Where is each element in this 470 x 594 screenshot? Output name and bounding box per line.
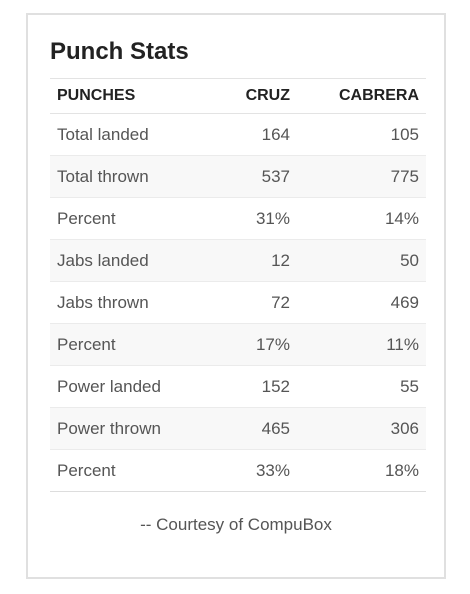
row-label: Percent (50, 449, 210, 492)
row-label: Jabs landed (50, 239, 210, 282)
cruz-value: 465 (210, 407, 297, 450)
row-label: Power thrown (50, 407, 210, 450)
punch-stats-table: PUNCHES CRUZ CABRERA Total landed 164 10… (50, 78, 426, 492)
cruz-value: 152 (210, 365, 297, 408)
table-row: Jabs landed 12 50 (50, 239, 426, 282)
source-credit: -- Courtesy of CompuBox (140, 515, 332, 534)
table-row: Percent 33% 18% (50, 449, 426, 492)
cabrera-value: 55 (297, 365, 426, 408)
cruz-value: 17% (210, 323, 297, 366)
cabrera-value: 50 (297, 239, 426, 282)
row-label: Percent (50, 197, 210, 240)
cabrera-value: 11% (297, 323, 426, 366)
row-label: Percent (50, 323, 210, 366)
table-row: Percent 17% 11% (50, 323, 426, 366)
card-title: Punch Stats (50, 38, 189, 65)
header-cabrera: CABRERA (297, 78, 426, 114)
cabrera-value: 775 (297, 155, 426, 198)
table-row: Percent 31% 14% (50, 197, 426, 240)
cruz-value: 33% (210, 449, 297, 492)
header-cruz: CRUZ (210, 78, 297, 114)
row-label: Jabs thrown (50, 281, 210, 324)
cruz-value: 164 (210, 113, 297, 156)
cruz-value: 12 (210, 239, 297, 282)
cruz-value: 72 (210, 281, 297, 324)
row-label: Total thrown (50, 155, 210, 198)
table-header-row: PUNCHES CRUZ CABRERA (50, 78, 426, 114)
table-row: Jabs thrown 72 469 (50, 281, 426, 324)
cabrera-value: 14% (297, 197, 426, 240)
row-label: Power landed (50, 365, 210, 408)
cruz-value: 537 (210, 155, 297, 198)
cabrera-value: 105 (297, 113, 426, 156)
cabrera-value: 18% (297, 449, 426, 492)
cabrera-value: 306 (297, 407, 426, 450)
row-label: Total landed (50, 113, 210, 156)
header-punches: PUNCHES (50, 78, 210, 114)
cabrera-value: 469 (297, 281, 426, 324)
table-row: Total landed 164 105 (50, 113, 426, 156)
punch-stats-card: Punch Stats PUNCHES CRUZ CABRERA Total l… (26, 13, 446, 579)
table-row: Power landed 152 55 (50, 365, 426, 408)
cruz-value: 31% (210, 197, 297, 240)
table-row: Power thrown 465 306 (50, 407, 426, 450)
table-row: Total thrown 537 775 (50, 155, 426, 198)
